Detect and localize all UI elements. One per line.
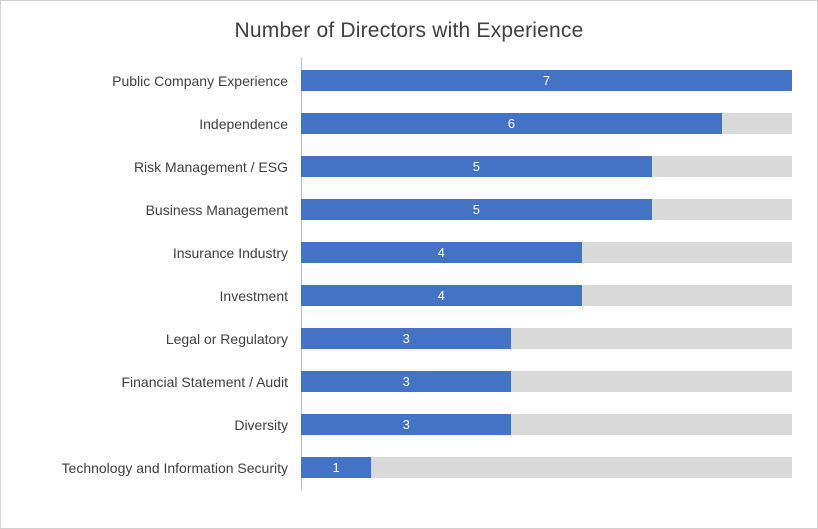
bar-value-label: 3 <box>402 331 410 346</box>
bar: 4 <box>301 285 582 306</box>
bar: 1 <box>301 457 372 478</box>
bar-track: 3 <box>301 328 792 349</box>
bar-value-label: 5 <box>472 159 480 174</box>
chart-row: Business Management 5 <box>1 188 792 231</box>
category-label: Financial Statement / Audit <box>121 373 288 390</box>
chart-row: Risk Management / ESG 5 <box>1 145 792 188</box>
bar-track: 4 <box>301 242 792 263</box>
bar-track: 3 <box>301 414 792 435</box>
bar: 3 <box>301 371 512 392</box>
category-label: Diversity <box>234 416 288 433</box>
bar: 5 <box>301 156 652 177</box>
chart-row: Investment 4 <box>1 274 792 317</box>
bar-track: 4 <box>301 285 792 306</box>
category-label: Technology and Information Security <box>61 459 288 476</box>
bar: 6 <box>301 113 722 134</box>
category-label: Business Management <box>145 201 288 218</box>
category-label: Investment <box>219 287 288 304</box>
chart-row: Financial Statement / Audit 3 <box>1 360 792 403</box>
bar-value-label: 1 <box>332 460 340 475</box>
chart-row: Diversity 3 <box>1 403 792 446</box>
bar-value-label: 3 <box>402 374 410 389</box>
plot-area: Public Company Experience 7 Independence… <box>1 57 817 491</box>
chart-row: Technology and Information Security 1 <box>1 446 792 489</box>
bar: 7 <box>301 70 792 91</box>
bar-track: 3 <box>301 371 792 392</box>
chart-row: Insurance Industry 4 <box>1 231 792 274</box>
bar: 3 <box>301 414 512 435</box>
bar-track: 6 <box>301 113 792 134</box>
bar-value-label: 3 <box>402 417 410 432</box>
bar: 3 <box>301 328 512 349</box>
chart-row: Legal or Regulatory 3 <box>1 317 792 360</box>
category-label: Independence <box>199 115 288 132</box>
category-label: Legal or Regulatory <box>165 330 288 347</box>
category-label: Public Company Experience <box>112 72 288 89</box>
category-label: Insurance Industry <box>172 244 288 261</box>
chart-row: Public Company Experience 7 <box>1 59 792 102</box>
bar-track: 7 <box>301 70 792 91</box>
bar-value-label: 4 <box>437 245 445 260</box>
bar-value-label: 4 <box>437 288 445 303</box>
category-label: Risk Management / ESG <box>133 158 288 175</box>
bar-track: 1 <box>301 457 792 478</box>
chart-title: Number of Directors with Experience <box>234 19 584 42</box>
bar-value-label: 5 <box>472 202 480 217</box>
bar-track: 5 <box>301 156 792 177</box>
bar-value-label: 6 <box>507 116 516 131</box>
rows: Public Company Experience 7 Independence… <box>1 59 792 489</box>
bar-track: 5 <box>301 199 792 220</box>
chart-row: Independence 6 <box>1 102 792 145</box>
bar: 5 <box>301 199 652 220</box>
bar: 4 <box>301 242 582 263</box>
y-axis-line <box>301 57 302 491</box>
bar-value-label: 7 <box>542 73 551 88</box>
